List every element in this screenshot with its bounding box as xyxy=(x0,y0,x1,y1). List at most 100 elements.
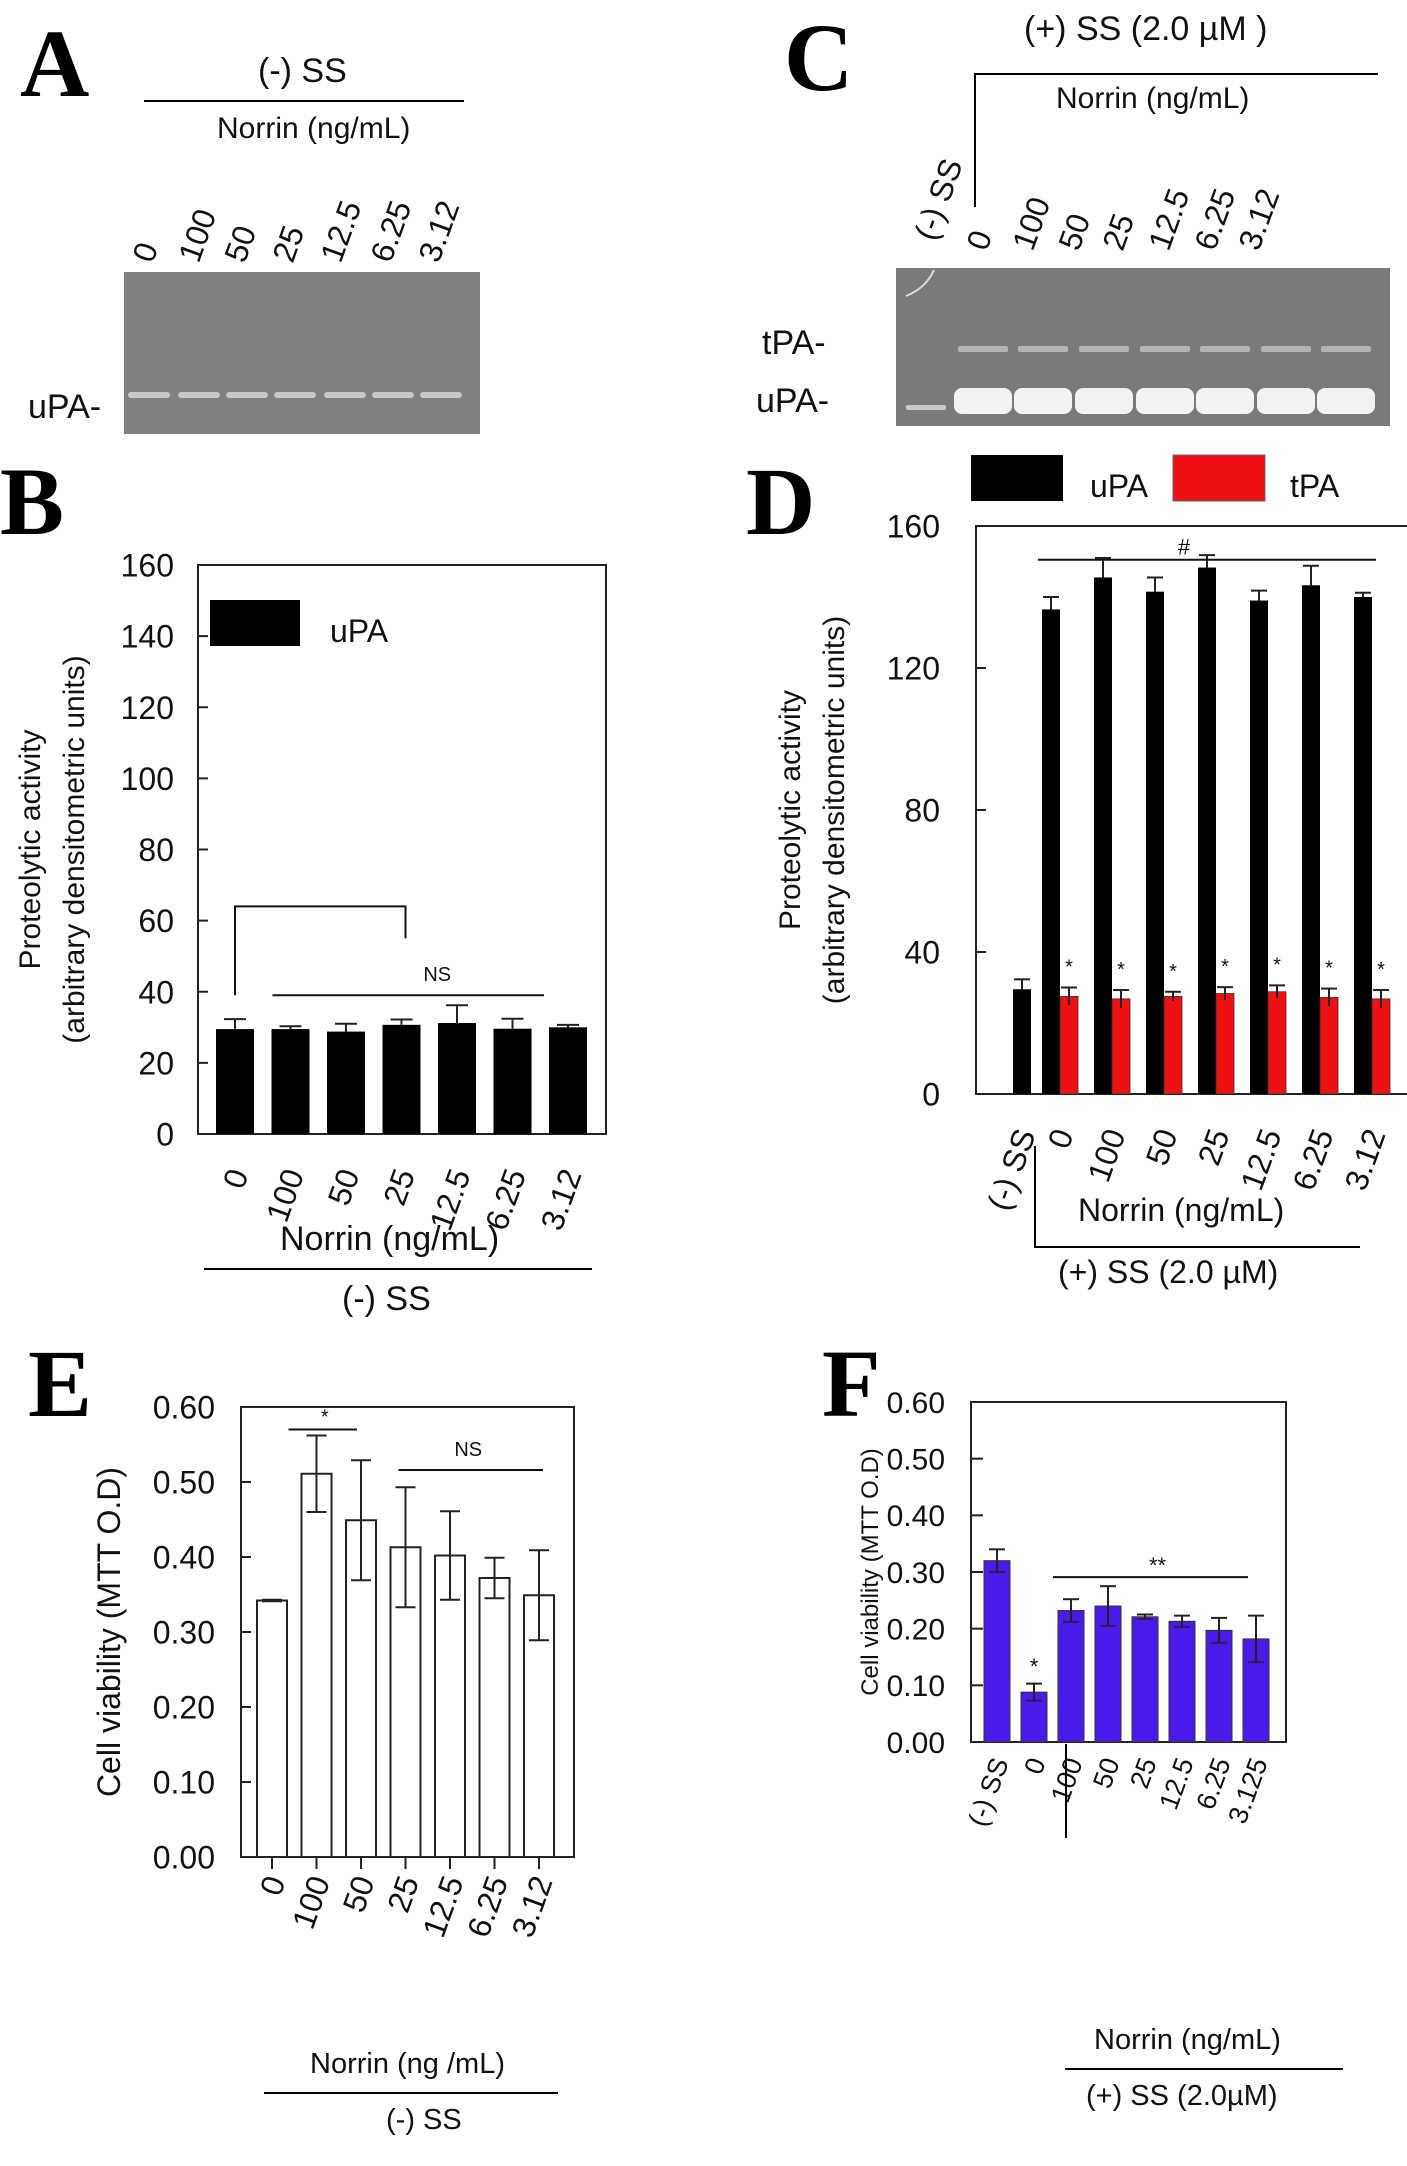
panel-letter-f: F xyxy=(822,1330,881,1437)
y-tick-label: 140 xyxy=(121,619,174,655)
panel-e-group-line xyxy=(264,2092,558,2094)
y-tick-label: 0.40 xyxy=(153,1540,215,1576)
x-tick-label: 25 xyxy=(376,1164,422,1210)
tpa-band xyxy=(1140,346,1190,352)
bar-upa xyxy=(1094,577,1112,1094)
tpa-band xyxy=(1018,346,1068,352)
panel-letter-b: B xyxy=(0,448,65,555)
upa-band xyxy=(324,392,366,398)
chart-f: 0.00 0.10 0.20 0.30 0.40 0.50 0.60 Cell viabili… xyxy=(857,1387,1287,1831)
y-tick-label: 160 xyxy=(121,548,174,584)
panel-a-group-line xyxy=(144,100,464,102)
y-tick-label: 100 xyxy=(121,761,174,797)
bar-upa xyxy=(493,1028,532,1134)
upa-band xyxy=(1136,388,1194,414)
x-tick-label: 3.12 xyxy=(533,1164,588,1235)
x-tick-label: 0 xyxy=(1041,1124,1081,1153)
significance-star: * xyxy=(321,1407,329,1429)
legend-swatch-upa xyxy=(210,600,300,646)
y-axis-label: Proteolytic activity xyxy=(14,729,47,969)
legend-label-tpa: tPA xyxy=(1290,468,1340,504)
y-tick-label: 0.00 xyxy=(153,1840,215,1876)
panel-e-norrin-label: Norrin (ng /mL) xyxy=(310,2048,505,2080)
significance-star: * xyxy=(1169,961,1177,983)
upa-band-control xyxy=(906,405,946,410)
upa-band xyxy=(1014,388,1072,414)
x-tick-label: 0 xyxy=(1018,1754,1051,1778)
y-tick-label: 120 xyxy=(887,651,940,687)
bar-viability xyxy=(434,1554,466,1858)
y-tick-label: 40 xyxy=(904,935,940,971)
y-tick-label: 20 xyxy=(138,1045,174,1081)
x-tick-label: 25 xyxy=(380,1871,426,1917)
significance-star: * xyxy=(1117,959,1125,981)
upa-band xyxy=(274,392,316,398)
bar-tpa xyxy=(1163,995,1183,1095)
bar-viability xyxy=(1131,1616,1159,1743)
bar-viability xyxy=(1094,1605,1122,1743)
y-tick-label: 0.10 xyxy=(887,1670,945,1703)
bar-upa xyxy=(1302,585,1320,1094)
significance-star: * xyxy=(1030,1654,1039,1679)
y-tick-label: 80 xyxy=(138,832,174,868)
significance-star: * xyxy=(1377,959,1385,981)
panel-letter-d: D xyxy=(746,448,816,555)
bar-upa xyxy=(1198,567,1216,1094)
upa-band xyxy=(420,392,462,398)
y-tick-label: 0.60 xyxy=(887,1387,945,1420)
panel-c-lane-label: 25 xyxy=(1095,208,1142,255)
y-axis-label: (arbitrary densitometric units) xyxy=(58,655,91,1043)
y-tick-label: 0.40 xyxy=(887,1500,945,1533)
y-tick-label: 0.00 xyxy=(887,1727,945,1760)
x-tick-label: 6.25 xyxy=(1285,1124,1340,1195)
y-tick-label: 60 xyxy=(138,903,174,939)
panel-c-norrin-label: Norrin (ng/mL) xyxy=(1056,82,1250,115)
y-tick-label: 0.10 xyxy=(153,1765,215,1801)
y-axis-label: (arbitrary densitometric units) xyxy=(818,616,851,1004)
legend-label-upa: uPA xyxy=(330,613,389,649)
x-tick-label: 50 xyxy=(1087,1754,1125,1792)
panel-c-lane-label: 12.5 xyxy=(1141,183,1197,255)
panel-c-group-line-v xyxy=(974,73,976,207)
bar-viability xyxy=(1020,1691,1048,1743)
plot-frame xyxy=(975,525,1407,1095)
bar-tpa xyxy=(1215,993,1235,1095)
y-tick-label: 0.30 xyxy=(887,1557,945,1590)
x-tick-label: 100 xyxy=(1080,1124,1132,1186)
upa-band xyxy=(954,388,1012,414)
x-tick-label: (-) SS xyxy=(962,1754,1014,1831)
gel-background xyxy=(124,272,480,434)
upa-band xyxy=(372,392,414,398)
panel-d-norrin-label: Norrin (ng/mL) xyxy=(1078,1192,1285,1228)
tpa-band xyxy=(1261,346,1311,352)
y-tick-label: 160 xyxy=(887,509,940,545)
panel-c-band-label-tpa: tPA- xyxy=(762,324,826,362)
y-tick-label: 0.20 xyxy=(153,1690,215,1726)
panel-a-norrin-label: Norrin (ng/mL) xyxy=(217,112,411,145)
bar-tpa xyxy=(1371,998,1391,1095)
panel-b-group-line xyxy=(204,1268,592,1270)
upa-band xyxy=(1257,388,1315,414)
y-axis-label: Cell viability (MTT O.D) xyxy=(91,1467,127,1797)
panel-c-control-lane-label: (-) SS xyxy=(907,153,970,245)
y-tick-label: 120 xyxy=(121,690,174,726)
significance-star: * xyxy=(1221,956,1229,978)
y-tick-label: 0.20 xyxy=(887,1613,945,1646)
bar-tpa xyxy=(1111,998,1131,1095)
legend-label-upa: uPA xyxy=(1090,468,1149,504)
panel-c-group-line-h xyxy=(974,73,1378,75)
x-tick-label: 0 xyxy=(253,1871,293,1900)
panel-b-group-label: (-) SS xyxy=(342,1280,431,1318)
bar-tpa xyxy=(1267,991,1287,1095)
bar-viability xyxy=(1168,1620,1196,1743)
bar-viability xyxy=(256,1599,288,1858)
panel-c-lane-label: 50 xyxy=(1051,208,1098,255)
comparison-bracket xyxy=(234,905,407,996)
panel-f-group-line-v xyxy=(1065,1744,1067,1838)
upa-band xyxy=(1075,388,1133,414)
x-tick-label: 25 xyxy=(1124,1754,1162,1792)
plot-frame xyxy=(970,1401,1287,1743)
y-tick-label: 40 xyxy=(138,974,174,1010)
panel-a-band-label-upa: uPA- xyxy=(28,388,102,426)
bar-viability xyxy=(478,1577,511,1858)
